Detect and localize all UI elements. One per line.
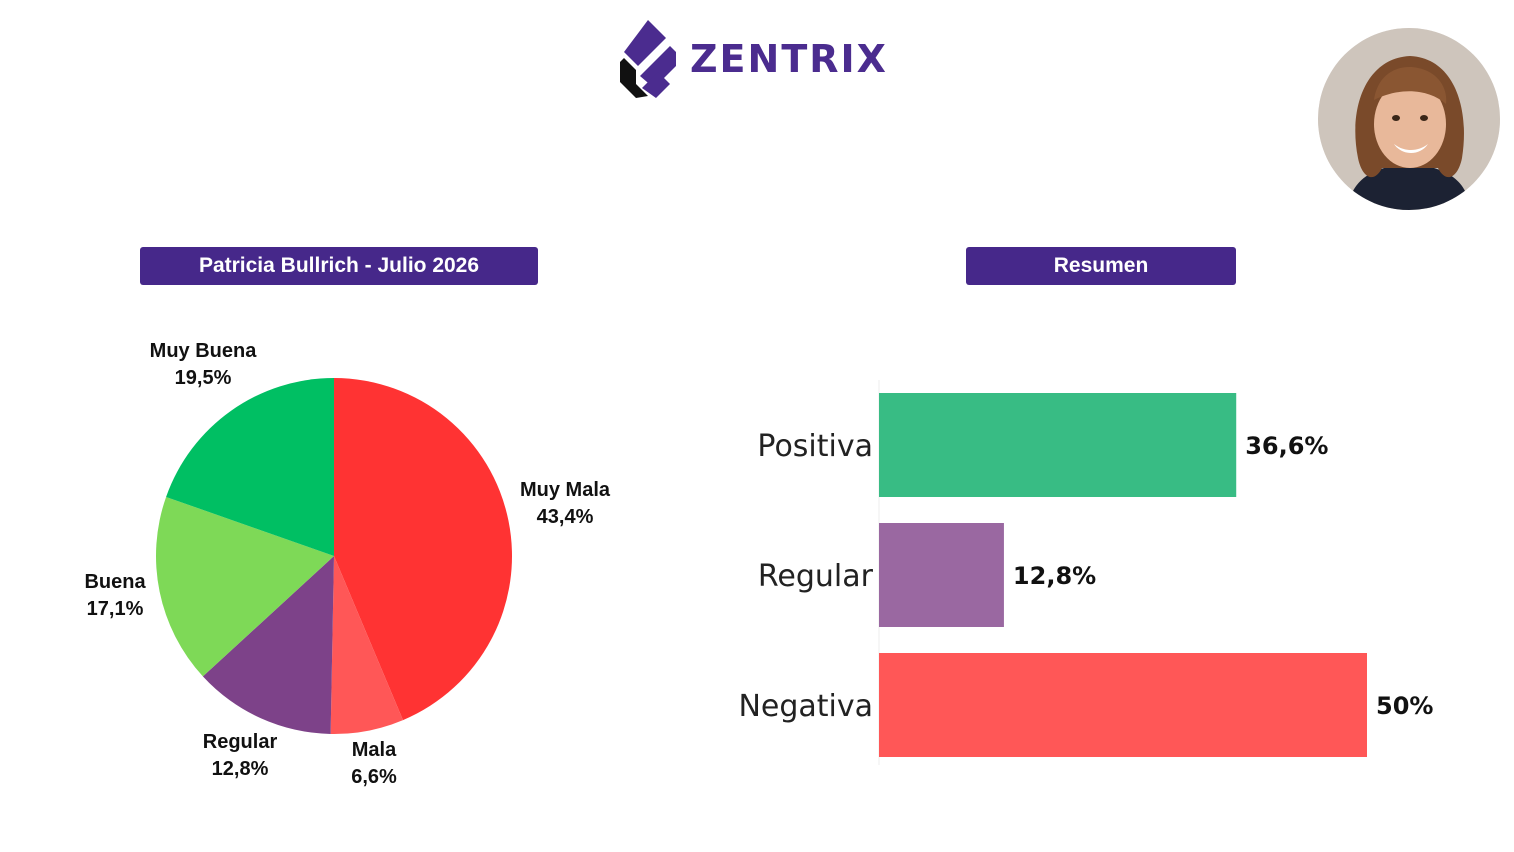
brand-name: ZENTRIX — [690, 37, 888, 81]
pie-value-buena: 17,1% — [87, 598, 144, 620]
pie-value-regular: 12,8% — [212, 758, 269, 780]
bar-category-positiva: Positiva — [757, 429, 873, 464]
pie-slice-muy-buena — [166, 378, 334, 556]
zentrix-logo-icon — [620, 20, 676, 98]
bar-category-negativa: Negativa — [738, 689, 873, 724]
pie-label-muy-buena: Muy Buena — [150, 340, 258, 362]
pie-value-mala: 6,6% — [351, 766, 397, 788]
pie-slice-buena — [155, 496, 334, 677]
bar-value-negativa: 50% — [1376, 692, 1433, 720]
pie-label-muy-mala: Muy Mala — [520, 479, 611, 501]
pie-value-muy-buena: 19,5% — [175, 367, 232, 389]
pie-chart: Muy Mala 43,4% Mala 6,6% Regular 12,8% Buena 17… — [84, 340, 611, 788]
bar-regular — [879, 523, 1004, 627]
bar-category-regular: Regular — [758, 559, 874, 594]
bar-value-positiva: 36,6% — [1245, 432, 1328, 460]
pie-label-mala: Mala — [352, 739, 397, 761]
pie-slice-muy-mala — [334, 378, 513, 721]
pie-chart-title: Patricia Bullrich - Julio 2026 — [140, 247, 538, 285]
bar-chart: Positiva 36,6% Regular 12,8% Negativa 50% — [738, 380, 1433, 765]
brand-logo: ZENTRIX — [618, 18, 918, 100]
bar-chart-title: Resumen — [966, 247, 1236, 285]
pie-slice-regular — [202, 556, 334, 734]
pie-slice-mala — [330, 556, 404, 735]
bar-negativa — [879, 653, 1367, 757]
bar-value-regular: 12,8% — [1013, 562, 1096, 590]
pie-value-muy-mala: 43,4% — [537, 506, 594, 528]
bar-positiva — [879, 393, 1237, 497]
pie-label-regular: Regular — [203, 731, 278, 753]
portrait-photo-icon — [1318, 28, 1500, 210]
pie-label-buena: Buena — [84, 571, 146, 593]
avatar — [1318, 28, 1500, 210]
